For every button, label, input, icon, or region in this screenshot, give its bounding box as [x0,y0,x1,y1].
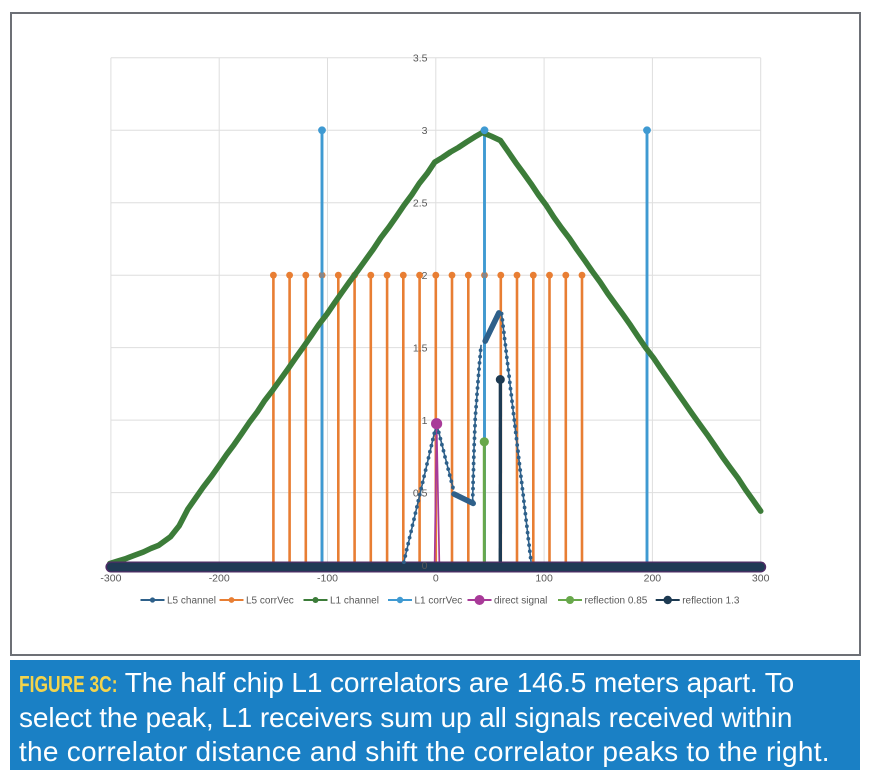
svg-text:0.5: 0.5 [413,487,428,499]
svg-text:1.5: 1.5 [413,342,428,354]
svg-text:-100: -100 [317,573,338,585]
svg-text:100: 100 [535,573,553,585]
svg-text:2.5: 2.5 [413,198,428,210]
svg-text:-200: -200 [209,573,230,585]
svg-text:L1 corrVec: L1 corrVec [415,596,463,607]
svg-text:1: 1 [422,415,428,427]
svg-text:0: 0 [433,573,439,585]
svg-text:3.5: 3.5 [413,53,428,65]
svg-text:L5 channel: L5 channel [167,596,216,607]
svg-text:300: 300 [752,573,770,585]
svg-text:reflection 1.3: reflection 1.3 [682,596,740,607]
svg-text:2: 2 [422,270,428,282]
svg-text:-300: -300 [100,573,121,585]
svg-text:L1 channel: L1 channel [330,596,379,607]
svg-text:3: 3 [422,125,428,137]
svg-text:direct signal: direct signal [494,596,547,607]
svg-text:reflection 0.85: reflection 0.85 [585,596,648,607]
svg-text:0: 0 [422,560,428,572]
svg-text:200: 200 [644,573,662,585]
svg-text:L5 corrVec: L5 corrVec [246,596,294,607]
